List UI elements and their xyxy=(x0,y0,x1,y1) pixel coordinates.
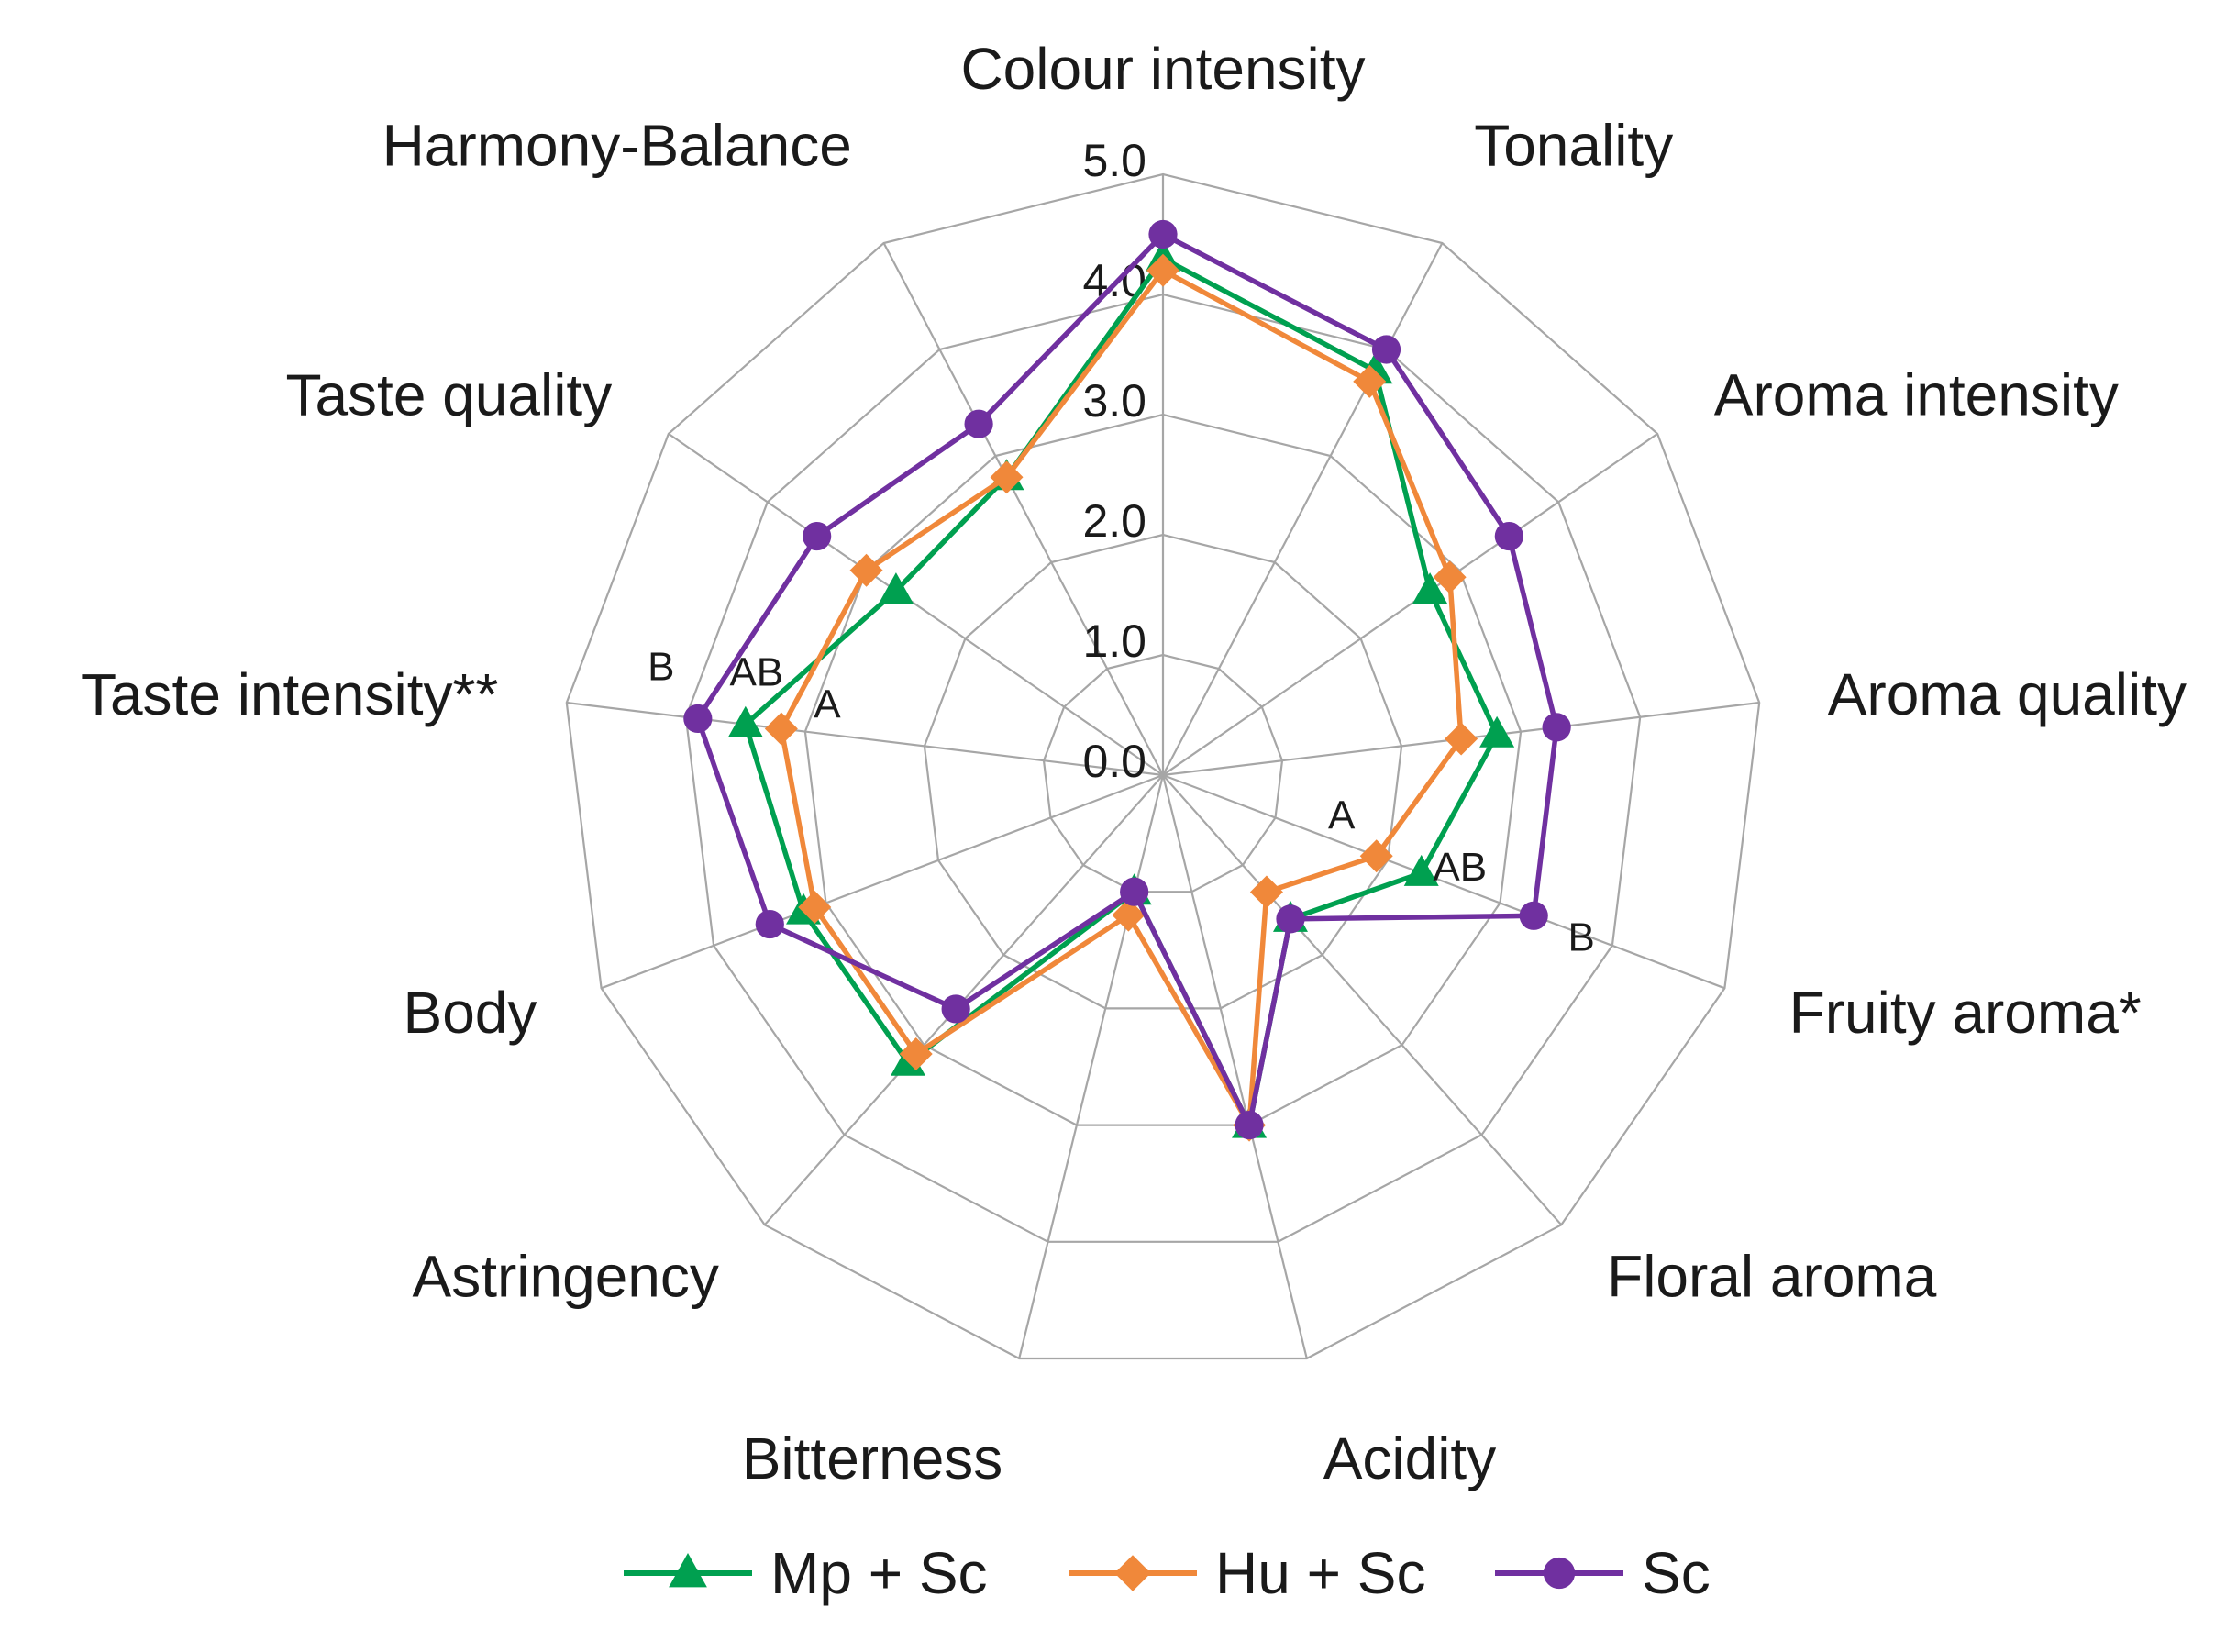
grid-spoke xyxy=(882,242,1164,776)
grid-spoke xyxy=(566,701,1164,777)
data-point xyxy=(1543,1557,1576,1590)
data-point xyxy=(1359,839,1393,873)
legend: Mp + Sc Hu + Sc Sc xyxy=(624,1540,1711,1606)
tick-label: 2.0 xyxy=(1082,495,1146,547)
grid-ring-2 xyxy=(923,533,1403,1010)
data-point xyxy=(899,1037,933,1070)
grid-ring-1 xyxy=(1042,653,1284,893)
data-point xyxy=(727,705,763,737)
data-point xyxy=(878,572,914,604)
data-point xyxy=(1148,219,1178,249)
data-point xyxy=(1114,1555,1151,1591)
grid-spoke xyxy=(1161,774,1308,1359)
data-point xyxy=(1519,901,1548,930)
category-label: Harmony-Balance xyxy=(382,113,852,179)
data-point xyxy=(1433,560,1467,594)
tick-label: 5.0 xyxy=(1082,135,1146,186)
category-label: Aroma quality xyxy=(1828,661,2187,727)
data-point xyxy=(849,553,883,587)
data-point xyxy=(990,460,1024,494)
legend-label: Sc xyxy=(1642,1540,1711,1606)
category-label: Bitterness xyxy=(742,1425,1003,1491)
grid-spoke xyxy=(601,773,1164,990)
series-hu-sc xyxy=(764,253,1478,1142)
category-label: Tonality xyxy=(1474,113,1673,179)
category-label: Taste intensity** xyxy=(81,661,498,727)
category-label: Astringency xyxy=(413,1243,719,1309)
grid-ring-5 xyxy=(565,172,1761,1360)
legend-label: Hu + Sc xyxy=(1215,1540,1425,1606)
data-point xyxy=(755,909,784,939)
data-point xyxy=(1353,364,1387,398)
data-point xyxy=(1146,253,1179,287)
tick-label: 1.0 xyxy=(1082,615,1146,667)
data-point xyxy=(798,891,832,925)
data-point xyxy=(941,994,970,1024)
data-point xyxy=(683,704,713,734)
data-point xyxy=(1479,715,1515,748)
series-line xyxy=(695,231,1559,1128)
data-point xyxy=(1276,904,1305,934)
significance-letter: A xyxy=(814,682,841,727)
category-label: Aroma intensity xyxy=(1714,361,2119,427)
legend-item: Mp + Sc xyxy=(624,1540,988,1606)
data-point xyxy=(1494,521,1523,551)
grid-ring-4 xyxy=(684,293,1642,1243)
data-point xyxy=(1542,713,1571,742)
grid-spoke xyxy=(1018,774,1165,1359)
category-label: Taste quality xyxy=(285,361,612,427)
data-point xyxy=(1249,875,1283,909)
data-point xyxy=(764,712,798,746)
significance-letter: B xyxy=(648,644,674,689)
data-point xyxy=(1371,335,1401,364)
significance-letter: A xyxy=(1328,793,1356,837)
grid-ring-3 xyxy=(803,413,1523,1126)
category-labels: Colour intensity Tonality Aroma intensity A… xyxy=(81,36,2187,1491)
series-layer xyxy=(683,219,1571,1142)
data-point xyxy=(1403,854,1439,886)
tick-labels: 0.01.02.03.04.05.0 xyxy=(1082,135,1146,787)
significance-letter: B xyxy=(1568,915,1595,959)
significance-annotations: B AB A A AB B xyxy=(648,644,1595,959)
data-point xyxy=(1412,572,1448,604)
series-line xyxy=(779,268,1464,1128)
legend-label: Mp + Sc xyxy=(770,1540,988,1606)
significance-letter: AB xyxy=(1433,845,1487,890)
category-label: Acidity xyxy=(1323,1425,1497,1491)
data-point xyxy=(669,1553,707,1588)
data-point xyxy=(803,521,832,551)
tick-label: 3.0 xyxy=(1082,375,1146,427)
legend-item: Hu + Sc xyxy=(1069,1540,1425,1606)
category-label: Fruity aroma* xyxy=(1789,980,2142,1046)
tick-label: 0.0 xyxy=(1082,736,1146,787)
legend-item: Sc xyxy=(1495,1540,1711,1606)
data-point xyxy=(1235,1110,1264,1140)
data-point xyxy=(1112,898,1146,932)
significance-letter: AB xyxy=(729,650,783,695)
grid-spoke xyxy=(1162,773,1725,990)
data-point xyxy=(964,409,993,438)
category-label: Colour intensity xyxy=(960,36,1365,102)
grid-spoke xyxy=(668,432,1164,776)
grid-spoke xyxy=(1162,242,1444,776)
grid-spoke xyxy=(1162,774,1563,1226)
grid-spoke xyxy=(1162,432,1658,776)
category-label: Body xyxy=(404,980,537,1046)
data-point xyxy=(1445,722,1478,756)
radar-grid xyxy=(565,172,1761,1360)
data-point xyxy=(1120,877,1149,906)
category-label: Floral aroma xyxy=(1607,1243,1937,1309)
series-sc xyxy=(683,219,1571,1140)
